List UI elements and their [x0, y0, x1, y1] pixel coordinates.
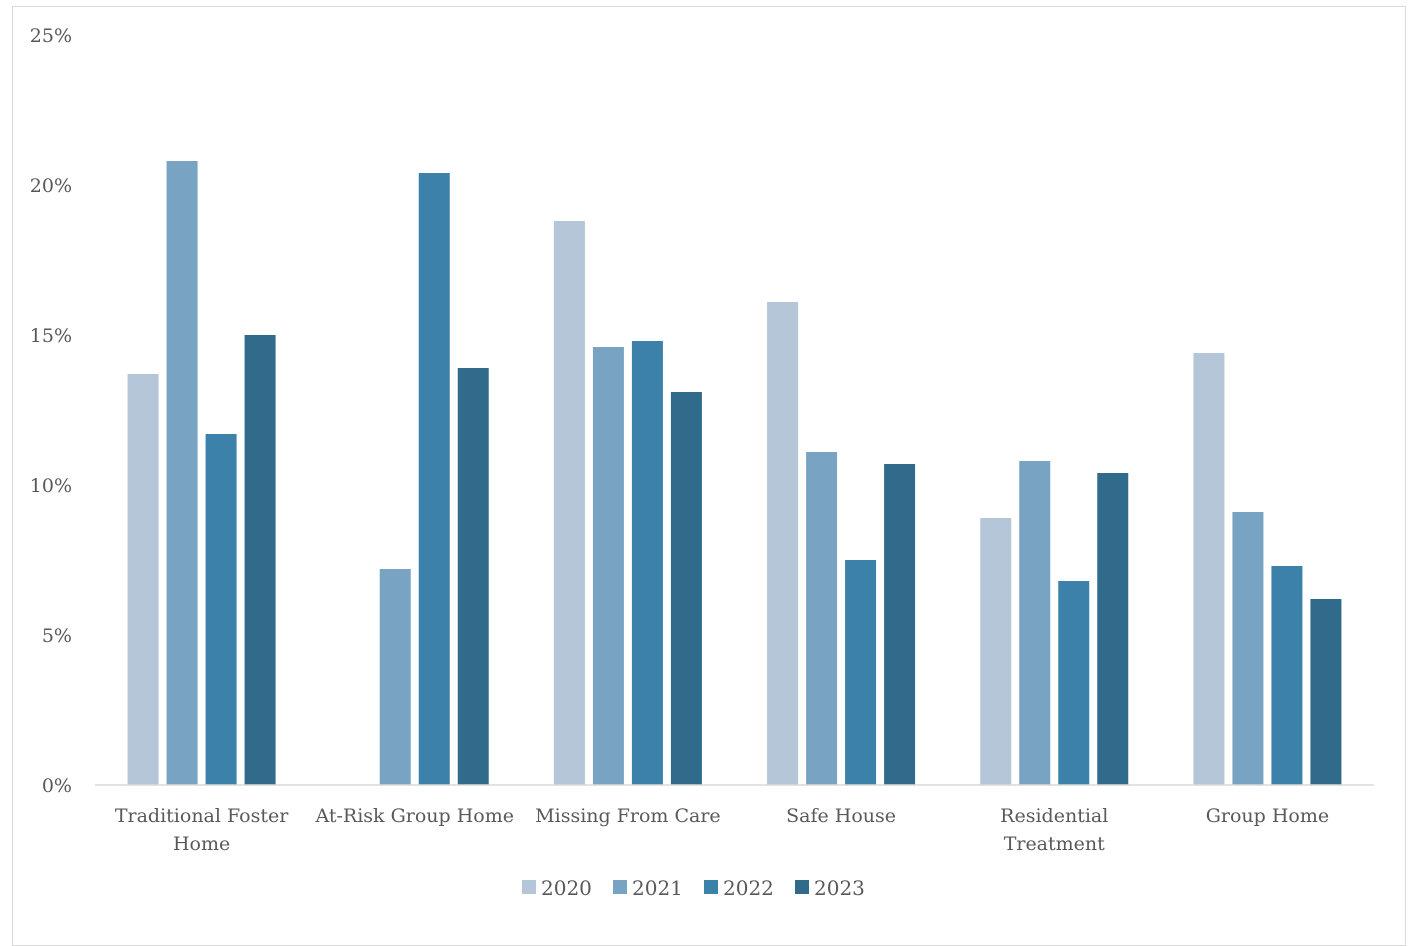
bar-2023-3 [884, 464, 916, 785]
legend-swatch-2023 [795, 880, 809, 894]
legend-swatch-2022 [704, 880, 718, 894]
bar-2020-0 [127, 374, 159, 785]
bar-2023-5 [1310, 599, 1342, 785]
x-category-label: Residential [1000, 805, 1108, 827]
bar-2023-0 [244, 335, 276, 785]
y-axis: 0% 5% 10% 15% 20% 25% [30, 25, 72, 797]
bar-2022-3 [845, 560, 877, 785]
y-tick-label: 5% [42, 625, 72, 647]
x-category-label: Traditional Foster [115, 805, 289, 827]
bar-2023-4 [1097, 473, 1129, 785]
bar-2020-4 [980, 518, 1012, 785]
bar-2021-4 [1019, 461, 1051, 785]
bar-2022-0 [205, 434, 237, 785]
y-tick-label: 20% [30, 175, 72, 197]
bar-2020-2 [553, 221, 585, 785]
bar-2021-0 [166, 161, 198, 785]
x-category-label: Treatment [1004, 833, 1105, 855]
bar-2021-1 [379, 569, 411, 785]
bar-2022-1 [418, 173, 450, 785]
x-category-label: Home [173, 833, 230, 855]
legend-label: 2021 [632, 876, 683, 900]
legend: 2020 2021 2022 2023 [522, 876, 865, 900]
x-axis: Traditional Foster Home At-Risk Group Home… [95, 784, 1374, 855]
legend-label: 2023 [814, 876, 865, 900]
x-category-label: Safe House [786, 805, 896, 827]
y-tick-label: 10% [30, 475, 72, 497]
bar-2020-5 [1193, 353, 1225, 785]
legend-label: 2020 [541, 876, 592, 900]
legend-swatch-2021 [613, 880, 627, 894]
bars [127, 161, 1342, 785]
x-category-label: At-Risk Group Home [314, 805, 514, 827]
bar-2021-2 [592, 347, 624, 785]
legend-label: 2022 [723, 876, 774, 900]
bar-2021-3 [806, 452, 838, 785]
y-tick-label: 15% [30, 325, 72, 347]
bar-2023-2 [670, 392, 702, 785]
bar-2022-4 [1058, 581, 1090, 785]
x-category-label: Missing From Care [535, 805, 721, 827]
legend-swatch-2020 [522, 880, 536, 894]
y-tick-label: 25% [30, 25, 72, 47]
x-category-label: Group Home [1206, 805, 1329, 827]
bar-2020-3 [767, 302, 799, 785]
bar-2022-2 [631, 341, 663, 785]
bar-2023-1 [457, 368, 489, 785]
bar-2021-5 [1232, 512, 1264, 785]
y-tick-label: 0% [42, 775, 72, 797]
bar-2022-5 [1271, 566, 1303, 785]
